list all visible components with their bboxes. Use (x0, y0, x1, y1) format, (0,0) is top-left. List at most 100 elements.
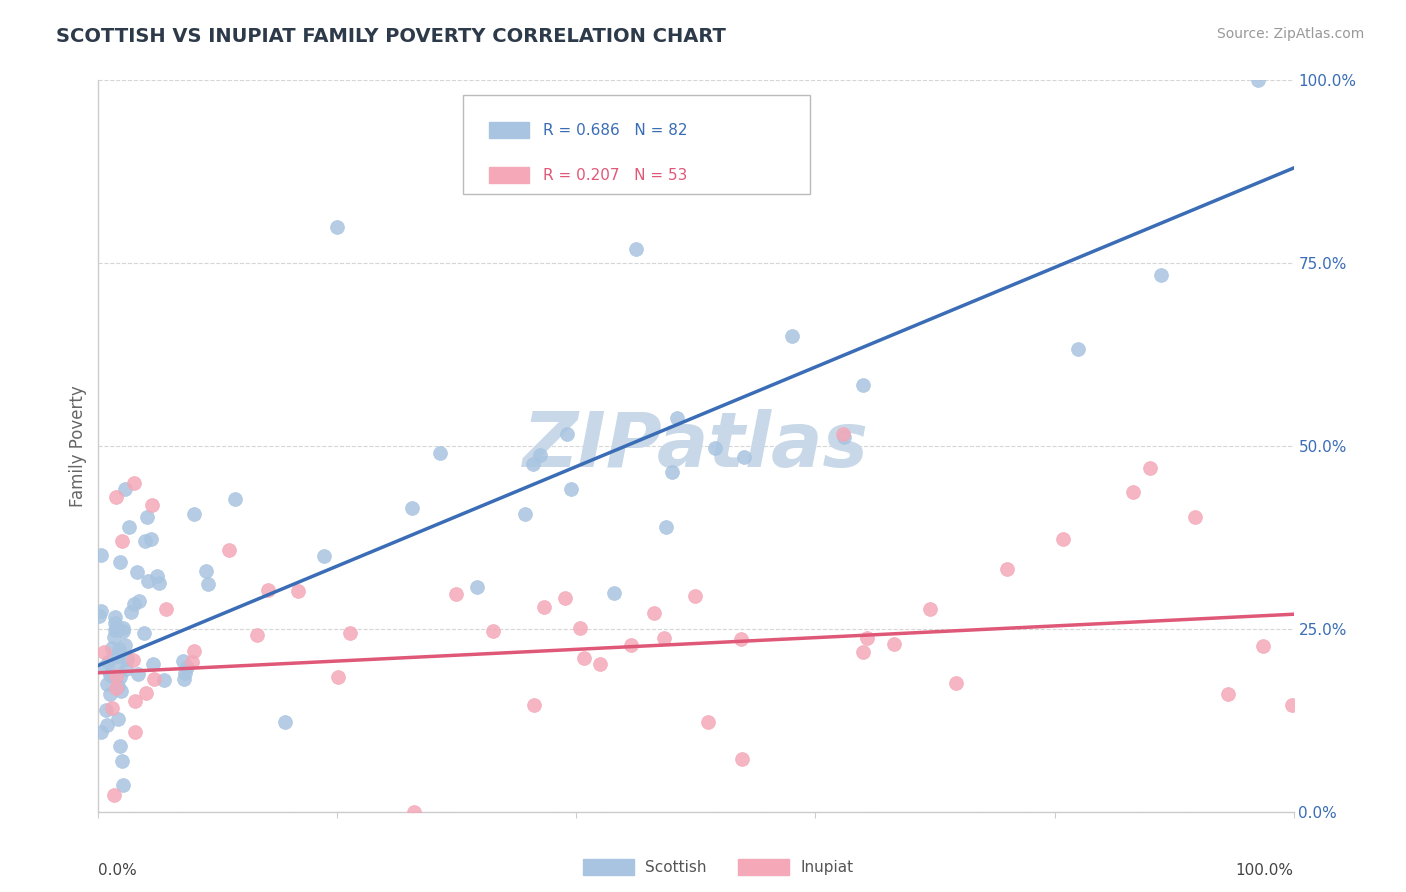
Point (124, 475, 146, 490)
Point (101, 700, 124, 714)
Point (94, 703, 117, 717)
Point (730, 632, 752, 646)
Point (832, 430, 855, 444)
Point (114, 638, 136, 652)
Point (112, 624, 135, 638)
Point (685, 589, 707, 603)
Point (918, 601, 941, 615)
Point (626, 242, 648, 256)
Point (523, 698, 546, 712)
Point (326, 219, 349, 234)
Point (173, 665, 195, 680)
Point (780, 329, 803, 343)
Point (114, 482, 136, 496)
Point (104, 610, 127, 624)
Point (883, 637, 905, 651)
Point (183, 643, 205, 657)
Point (124, 597, 146, 611)
Point (401, 500, 423, 515)
Point (111, 621, 134, 635)
Point (444, 587, 467, 601)
FancyBboxPatch shape (463, 95, 810, 194)
Text: R = 0.207   N = 53: R = 0.207 N = 53 (543, 168, 688, 183)
Point (246, 628, 269, 642)
Point (104, 681, 127, 696)
Point (104, 623, 127, 637)
Point (1150, 268, 1173, 283)
Y-axis label: Family Poverty: Family Poverty (69, 385, 87, 507)
Point (314, 549, 336, 563)
Point (107, 656, 129, 670)
Point (124, 725, 146, 739)
Point (652, 632, 675, 646)
Point (696, 715, 718, 730)
Point (142, 657, 165, 671)
Point (661, 465, 683, 479)
Point (100, 667, 122, 681)
Point (132, 626, 155, 640)
Point (108, 555, 131, 569)
Point (96, 677, 118, 691)
Point (90, 603, 112, 617)
Point (555, 427, 578, 442)
Point (104, 616, 127, 631)
Point (852, 377, 875, 392)
Point (832, 426, 855, 441)
Point (98, 687, 121, 701)
Point (560, 482, 582, 496)
Point (104, 621, 127, 635)
Point (136, 574, 159, 589)
Point (852, 645, 875, 659)
Point (122, 653, 145, 667)
Point (115, 652, 138, 666)
Point (704, 441, 727, 455)
Point (108, 641, 131, 656)
Point (120, 605, 142, 619)
Point (197, 577, 219, 591)
Point (110, 739, 132, 754)
Point (135, 510, 157, 524)
Point (139, 533, 162, 547)
Point (533, 599, 555, 614)
Point (465, 580, 488, 594)
Point (173, 672, 195, 686)
Point (218, 543, 240, 558)
Point (733, 450, 755, 464)
Text: R = 0.686   N = 82: R = 0.686 N = 82 (543, 122, 688, 137)
Point (143, 672, 166, 686)
Point (183, 507, 205, 521)
Point (655, 520, 678, 534)
Point (1216, 687, 1239, 701)
Point (103, 630, 125, 644)
Point (107, 679, 129, 693)
Point (529, 448, 551, 462)
Point (172, 655, 194, 669)
Point (481, 624, 503, 639)
Point (589, 657, 612, 672)
Point (643, 606, 665, 620)
Point (89, 609, 111, 624)
Point (124, 694, 146, 708)
Point (104, 669, 127, 683)
Point (118, 520, 141, 534)
Point (1052, 532, 1074, 546)
Text: ZIPatlas: ZIPatlas (523, 409, 869, 483)
Point (429, 445, 451, 459)
Text: Source: ZipAtlas.com: Source: ZipAtlas.com (1216, 27, 1364, 41)
Point (146, 568, 169, 582)
Point (90, 725, 112, 739)
Point (287, 583, 309, 598)
Point (224, 491, 246, 506)
Point (339, 625, 361, 640)
FancyBboxPatch shape (489, 168, 529, 184)
Point (522, 457, 544, 471)
Text: 0.0%: 0.0% (98, 863, 138, 878)
Point (603, 586, 626, 600)
Point (96, 718, 118, 732)
Point (155, 602, 177, 616)
Point (110, 683, 132, 698)
FancyBboxPatch shape (489, 122, 529, 138)
Point (111, 534, 134, 549)
Point (97, 656, 120, 670)
Point (152, 673, 174, 687)
